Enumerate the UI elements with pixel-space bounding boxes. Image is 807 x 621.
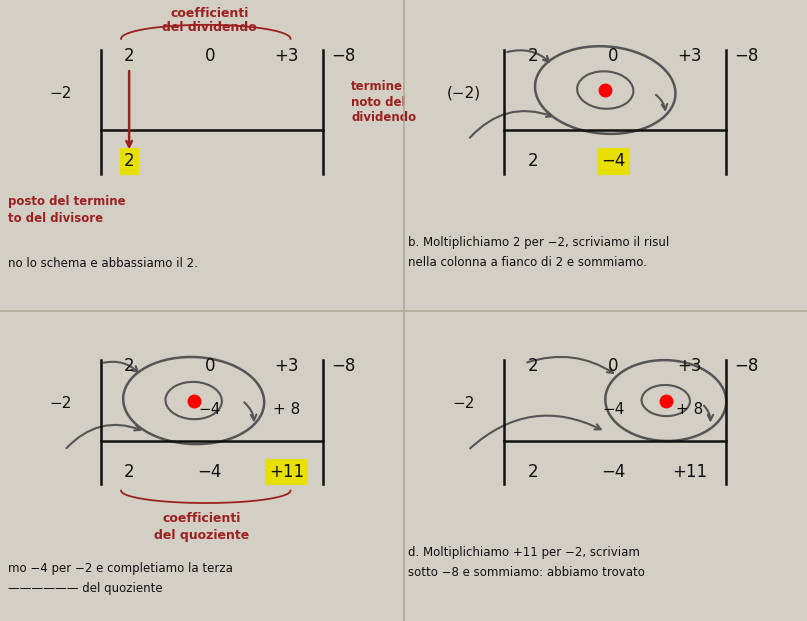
Text: +3: +3 bbox=[678, 47, 702, 65]
Text: −8: −8 bbox=[331, 47, 355, 65]
Text: 2: 2 bbox=[527, 47, 538, 65]
Text: −4: −4 bbox=[601, 153, 625, 170]
Text: +11: +11 bbox=[672, 463, 708, 481]
Text: termine: termine bbox=[351, 81, 403, 93]
Text: + 8: + 8 bbox=[676, 402, 704, 417]
Text: mo −4 per −2 e completiamo la terza: mo −4 per −2 e completiamo la terza bbox=[8, 562, 233, 574]
Text: d. Moltiplichiamo +11 per −2, scriviam: d. Moltiplichiamo +11 per −2, scriviam bbox=[408, 546, 639, 559]
Text: −2: −2 bbox=[49, 396, 72, 411]
Text: coefficienti: coefficienti bbox=[162, 512, 241, 525]
Text: 2: 2 bbox=[123, 463, 135, 481]
Text: −2: −2 bbox=[453, 396, 475, 411]
Text: −8: −8 bbox=[734, 358, 759, 375]
Text: −4: −4 bbox=[198, 463, 222, 481]
Text: 0: 0 bbox=[204, 47, 215, 65]
Text: (−2): (−2) bbox=[447, 86, 481, 101]
Text: 2: 2 bbox=[527, 463, 538, 481]
Text: to del divisore: to del divisore bbox=[8, 212, 103, 225]
Text: +3: +3 bbox=[678, 358, 702, 375]
Text: +11: +11 bbox=[269, 463, 304, 481]
Text: −8: −8 bbox=[734, 47, 759, 65]
Text: −2: −2 bbox=[49, 86, 72, 101]
Text: dividendo: dividendo bbox=[351, 112, 416, 124]
Text: −4: −4 bbox=[601, 463, 625, 481]
Text: 2: 2 bbox=[527, 153, 538, 170]
Text: 0: 0 bbox=[204, 358, 215, 375]
Text: 0: 0 bbox=[608, 47, 619, 65]
Text: +3: +3 bbox=[274, 47, 299, 65]
Text: sotto −8 e sommiamo: abbiamo trovato: sotto −8 e sommiamo: abbiamo trovato bbox=[408, 566, 645, 579]
Text: −8: −8 bbox=[331, 358, 355, 375]
Text: posto del termine: posto del termine bbox=[8, 196, 126, 208]
Text: nella colonna a fianco di 2 e sommiamo.: nella colonna a fianco di 2 e sommiamo. bbox=[408, 256, 646, 269]
Text: 2: 2 bbox=[123, 358, 135, 375]
Text: —————— del quoziente: —————— del quoziente bbox=[8, 582, 163, 595]
Text: −4: −4 bbox=[602, 402, 625, 417]
Text: 2: 2 bbox=[123, 47, 135, 65]
Text: no lo schema e abbassiamo il 2.: no lo schema e abbassiamo il 2. bbox=[8, 258, 198, 270]
Text: 0: 0 bbox=[608, 358, 619, 375]
Text: −4: −4 bbox=[199, 402, 221, 417]
Text: coefficienti: coefficienti bbox=[170, 7, 249, 20]
Text: 2: 2 bbox=[123, 153, 135, 170]
Text: noto del: noto del bbox=[351, 96, 406, 109]
Text: del quoziente: del quoziente bbox=[154, 529, 249, 542]
Text: 2: 2 bbox=[527, 358, 538, 375]
Text: +3: +3 bbox=[274, 358, 299, 375]
Text: b. Moltiplichiamo 2 per −2, scriviamo il risul: b. Moltiplichiamo 2 per −2, scriviamo il… bbox=[408, 236, 669, 248]
Text: del dividendo: del dividendo bbox=[162, 22, 257, 34]
Text: + 8: + 8 bbox=[273, 402, 300, 417]
